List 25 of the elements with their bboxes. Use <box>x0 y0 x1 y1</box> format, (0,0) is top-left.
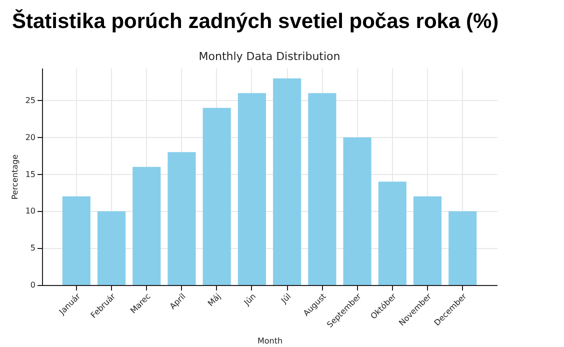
y-axis-title: Percentage <box>10 154 20 200</box>
y-tick-label: 20 <box>25 132 36 142</box>
x-tick-label: Júl <box>278 292 293 306</box>
y-tick-label: 15 <box>25 170 36 179</box>
bar <box>413 196 442 285</box>
bar <box>308 93 336 285</box>
bar <box>378 182 406 285</box>
x-axis-title: Month <box>257 336 283 346</box>
bar <box>62 196 90 285</box>
x-tick-label: Jún <box>242 292 258 308</box>
y-tick-label: 10 <box>25 206 36 216</box>
bar <box>202 108 231 285</box>
bar <box>448 211 477 285</box>
y-tick-label: 5 <box>30 244 36 253</box>
bar <box>238 93 266 285</box>
chart-title: Štatistika porúch zadných svetiel počas roka (%) <box>12 10 499 34</box>
bar <box>132 166 161 285</box>
chart-subtitle: Monthly Data Distribution <box>198 50 340 63</box>
y-tick-label: 0 <box>30 280 36 290</box>
bar <box>97 211 126 285</box>
bar <box>273 78 302 285</box>
y-tick-label: 25 <box>25 96 36 105</box>
bar <box>343 137 372 285</box>
x-tick-label: Máj <box>206 292 222 308</box>
bar <box>168 152 196 285</box>
